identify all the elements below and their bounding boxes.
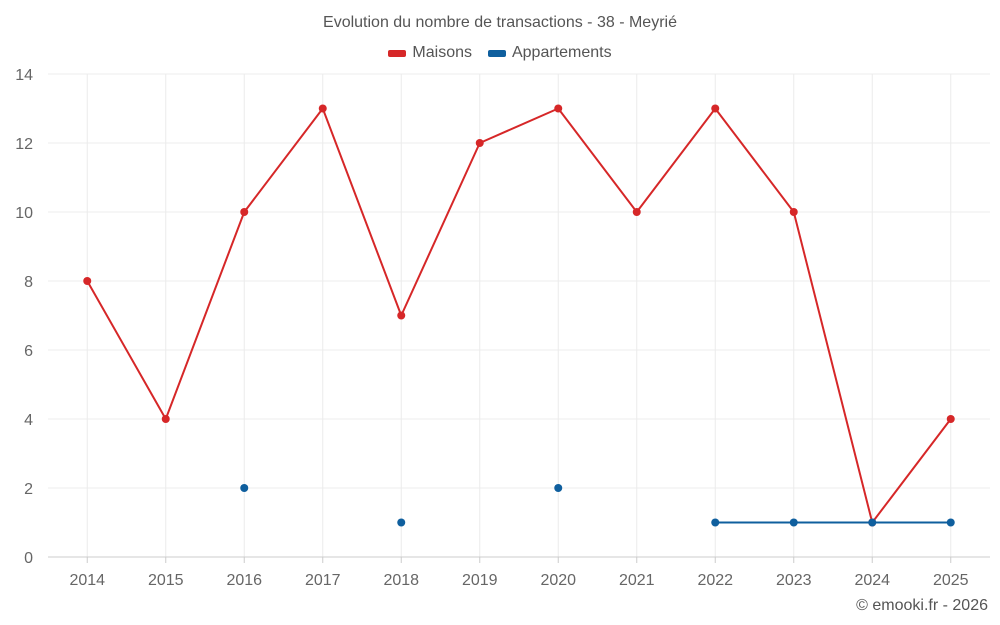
x-tick-label: 2022 xyxy=(697,572,733,589)
legend-item-appartements[interactable]: Appartements xyxy=(487,44,612,62)
y-tick-label: 14 xyxy=(15,67,33,84)
data-point-appartements xyxy=(946,518,955,527)
x-tick-label: 2015 xyxy=(148,572,184,589)
data-point-maisons xyxy=(475,139,484,147)
x-tick-label: 2025 xyxy=(933,572,969,589)
data-point-maisons xyxy=(318,104,327,113)
x-tick-label: 2017 xyxy=(305,572,341,589)
copyright-credit: © emooki.fr - 2026 xyxy=(856,597,988,614)
y-tick-label: 2 xyxy=(24,481,33,498)
legend-item-maisons[interactable]: Maisons xyxy=(388,44,472,62)
x-tick-label: 2019 xyxy=(462,572,498,589)
y-tick-label: 4 xyxy=(24,412,33,429)
chart-title: Evolution du nombre de transactions - 38… xyxy=(323,14,677,31)
x-tick-label: 2023 xyxy=(776,572,812,589)
legend-swatch-appartements xyxy=(487,49,506,57)
axis-layer: 0 2 4 6 8 10 12 14 2014 2015 2016 2017 2018 2019 2020 2… xyxy=(15,67,990,589)
data-point-maisons xyxy=(397,311,406,320)
x-tick-label: 2024 xyxy=(854,572,890,589)
data-point-maisons xyxy=(83,277,92,285)
data-point-appartements xyxy=(711,518,720,527)
data-point-maisons xyxy=(789,208,798,216)
y-tick-label: 8 xyxy=(24,274,33,291)
y-tick-label: 0 xyxy=(24,550,33,567)
data-point-maisons xyxy=(632,208,641,216)
legend-swatch-maisons xyxy=(388,49,407,57)
series-line-maisons xyxy=(86,107,952,524)
data-point-appartements xyxy=(240,484,249,492)
data-point-appartements xyxy=(868,518,877,527)
y-tick-label: 10 xyxy=(15,205,33,222)
data-point-maisons xyxy=(711,104,720,113)
data-point-maisons xyxy=(554,104,563,113)
legend-label-appartements: Appartements xyxy=(511,44,612,61)
data-point-appartements xyxy=(397,518,406,527)
data-point-maisons xyxy=(946,415,955,423)
grid-layer xyxy=(48,73,990,557)
data-point-appartements xyxy=(789,518,798,527)
x-tick-label: 2018 xyxy=(383,572,419,589)
x-tick-label: 2016 xyxy=(226,572,262,589)
data-point-maisons xyxy=(161,415,170,423)
x-tick-label: 2020 xyxy=(540,572,576,589)
y-tick-label: 6 xyxy=(24,343,33,360)
data-point-appartements xyxy=(554,484,563,492)
legend-label-maisons: Maisons xyxy=(412,44,472,61)
x-tick-label: 2021 xyxy=(619,572,655,589)
x-tick-label: 2014 xyxy=(69,572,105,589)
series-layer xyxy=(83,104,955,527)
chart-legend: Maisons Appartements xyxy=(0,44,1000,62)
data-point-maisons xyxy=(240,208,249,216)
y-tick-label: 12 xyxy=(15,136,33,153)
